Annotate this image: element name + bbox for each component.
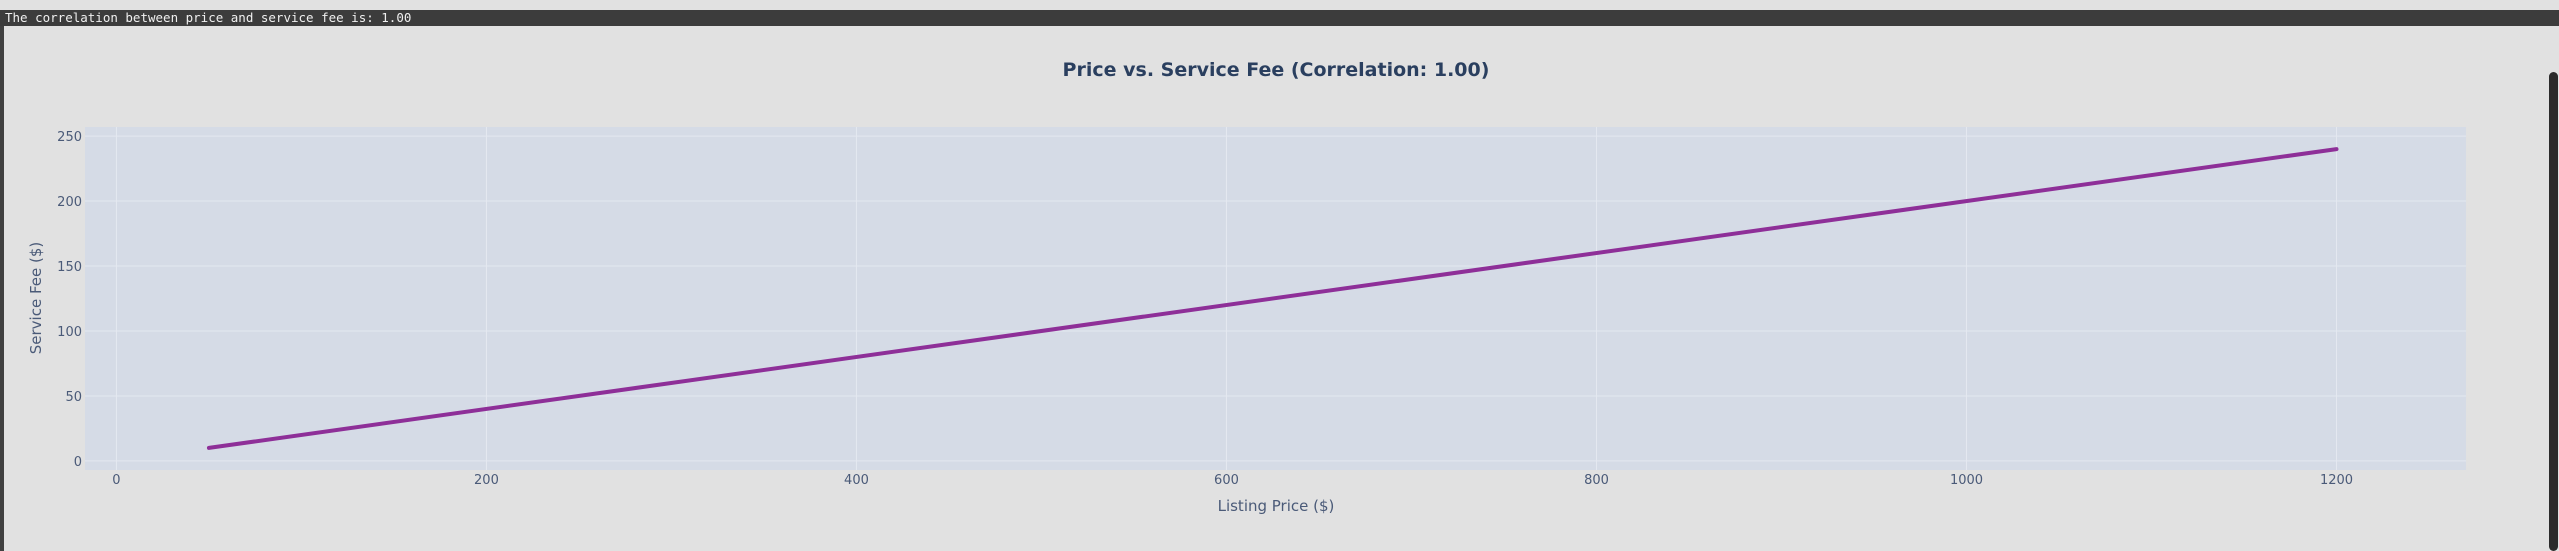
x-tick-label: 0 [112, 473, 120, 488]
y-tick-label: 0 [74, 455, 82, 470]
y-tick-label: 100 [57, 325, 82, 340]
x-tick-label: 600 [1214, 473, 1239, 488]
scrollbar-thumb[interactable] [2549, 72, 2558, 551]
x-tick-label: 200 [474, 473, 499, 488]
x-tick-label: 1200 [2320, 473, 2353, 488]
x-axis-title: Listing Price ($) [1218, 497, 1335, 515]
series-line [206, 147, 2339, 450]
y-tick-label: 150 [57, 260, 82, 275]
top-strip [0, 0, 2559, 10]
cell-output-bar: The correlation between price and servic… [0, 10, 2559, 26]
left-edge-border [0, 26, 4, 551]
correlation-output-text: The correlation between price and servic… [5, 10, 412, 25]
series-layer [206, 147, 2339, 450]
x-tick-label: 1000 [1950, 473, 1983, 488]
tick-labels: 0 200 400 600 800 1000 1200 0 50 100 150 200 250 [57, 130, 2353, 488]
y-tick-label: 50 [65, 390, 82, 405]
x-tick-label: 400 [844, 473, 869, 488]
y-tick-label: 250 [57, 130, 82, 145]
x-tick-label: 800 [1584, 473, 1609, 488]
chart-title: Price vs. Service Fee (Correlation: 1.00… [1063, 59, 1490, 81]
grid-lines [85, 127, 2466, 470]
y-tick-label: 200 [57, 195, 82, 210]
y-axis-title: Service Fee ($) [27, 242, 45, 355]
